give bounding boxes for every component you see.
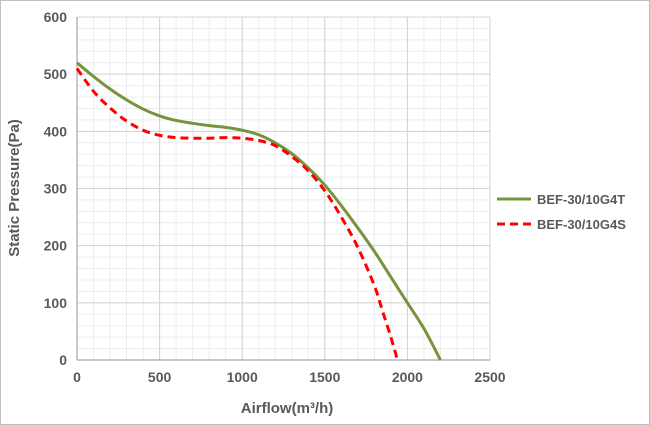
y-tick-label: 300 [44, 181, 68, 197]
y-tick-label: 0 [59, 352, 67, 368]
y-tick-labels: 0 100 200 300 400 500 600 [44, 9, 68, 368]
y-axis-title: Static Pressure(Pa) [6, 119, 23, 257]
major-grid [76, 16, 491, 361]
y-tick-label: 100 [44, 295, 68, 311]
x-tick-label: 0 [73, 369, 81, 385]
legend-label-bef-30-10g4s: BEF-30/10G4S [537, 217, 626, 232]
y-tick-label: 400 [44, 123, 68, 139]
x-axis-title: Airflow(m³/h) [241, 400, 333, 417]
x-tick-label: 1500 [309, 369, 340, 385]
legend-label-bef-30-10g4t: BEF-30/10G4T [537, 192, 625, 207]
x-tick-labels: 0 500 1000 1500 2000 2500 [73, 369, 506, 385]
axes [76, 17, 490, 361]
y-tick-label: 600 [44, 9, 68, 25]
series-line-bef-30-10g4s [75, 67, 399, 361]
y-tick-label: 500 [44, 66, 68, 82]
legend: BEF-30/10G4T BEF-30/10G4S [497, 192, 626, 232]
series-layer [75, 61, 442, 361]
x-tick-label: 1000 [227, 369, 258, 385]
y-tick-label: 200 [44, 238, 68, 254]
series-line-bef-30-10g4t [76, 61, 442, 361]
x-tick-label: 2000 [392, 369, 423, 385]
x-tick-label: 2500 [474, 369, 505, 385]
x-tick-label: 500 [148, 369, 172, 385]
